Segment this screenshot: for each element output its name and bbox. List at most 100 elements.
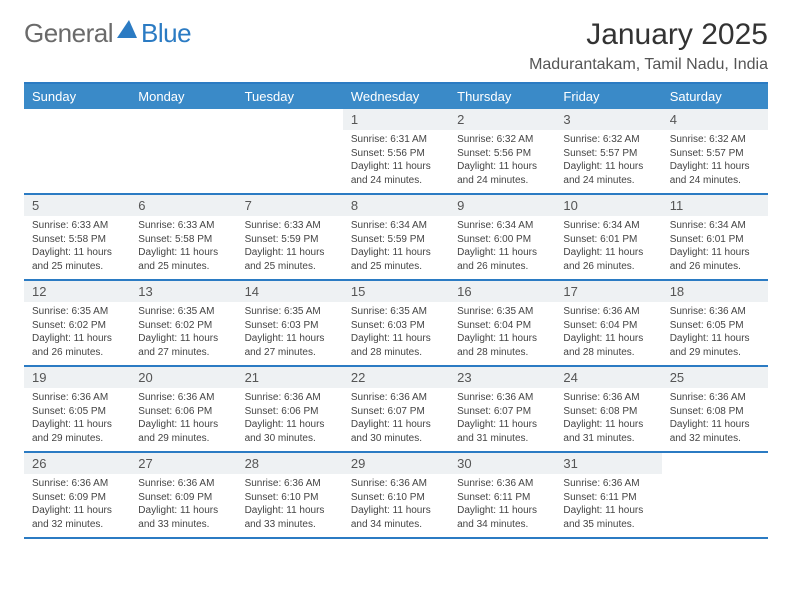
- day-cell: 3Sunrise: 6:32 AMSunset: 5:57 PMDaylight…: [555, 109, 661, 193]
- dayname: Tuesday: [237, 84, 343, 109]
- daylight-text: Daylight: 11 hours and 28 minutes.: [563, 332, 653, 359]
- day-text: Sunrise: 6:34 AMSunset: 6:01 PMDaylight:…: [662, 216, 768, 278]
- day-number: 6: [130, 195, 236, 216]
- sunrise-text: Sunrise: 6:35 AM: [32, 305, 122, 319]
- sunrise-text: Sunrise: 6:36 AM: [138, 477, 228, 491]
- week-row: 19Sunrise: 6:36 AMSunset: 6:05 PMDayligh…: [24, 367, 768, 453]
- day-text: Sunrise: 6:35 AMSunset: 6:02 PMDaylight:…: [130, 302, 236, 364]
- day-cell: 2 Sunrise: 6:32 AMSunset: 5:56 PMDaylight…: [449, 109, 555, 193]
- weeks-container: 1Sunrise: 6:31 AMSunset: 5:56 PMDaylight…: [24, 109, 768, 539]
- daylight-text: Daylight: 11 hours and 28 minutes.: [351, 332, 441, 359]
- sunset-text: Sunset: 6:05 PM: [32, 405, 122, 419]
- daylight-text: Daylight: 11 hours and 27 minutes.: [245, 332, 335, 359]
- daylight-text: Daylight: 11 hours and 31 minutes.: [457, 418, 547, 445]
- header: General Blue January 2025 Madurantakam, …: [24, 18, 768, 74]
- day-number: 26: [24, 453, 130, 474]
- day-number: 29: [343, 453, 449, 474]
- sunrise-text: Sunrise: 6:32 AM: [457, 133, 547, 147]
- sunset-text: Sunset: 5:57 PM: [670, 147, 760, 161]
- sunrise-text: Sunrise: 6:36 AM: [245, 391, 335, 405]
- day-text: Sunrise: 6:36 AMSunset: 6:05 PMDaylight:…: [24, 388, 130, 450]
- daylight-text: Daylight: 11 hours and 34 minutes.: [457, 504, 547, 531]
- day-cell: 21Sunrise: 6:36 AMSunset: 6:06 PMDayligh…: [237, 367, 343, 451]
- sunset-text: Sunset: 6:11 PM: [457, 491, 547, 505]
- day-cell: 29Sunrise: 6:36 AMSunset: 6:10 PMDayligh…: [343, 453, 449, 537]
- sunset-text: Sunset: 5:56 PM: [351, 147, 441, 161]
- day-number: 5: [24, 195, 130, 216]
- daylight-text: Daylight: 11 hours and 25 minutes.: [138, 246, 228, 273]
- day-text: Sunrise: 6:33 AMSunset: 5:58 PMDaylight:…: [130, 216, 236, 278]
- sunset-text: Sunset: 5:59 PM: [351, 233, 441, 247]
- sunrise-text: Sunrise: 6:36 AM: [563, 391, 653, 405]
- day-number: 12: [24, 281, 130, 302]
- day-number: 1: [343, 109, 449, 130]
- day-number: 15: [343, 281, 449, 302]
- sunrise-text: Sunrise: 6:36 AM: [563, 305, 653, 319]
- day-cell: 17Sunrise: 6:36 AMSunset: 6:04 PMDayligh…: [555, 281, 661, 365]
- sunrise-text: Sunrise: 6:35 AM: [457, 305, 547, 319]
- sunrise-text: Sunrise: 6:34 AM: [351, 219, 441, 233]
- day-cell: 27Sunrise: 6:36 AMSunset: 6:09 PMDayligh…: [130, 453, 236, 537]
- daylight-text: Daylight: 11 hours and 30 minutes.: [351, 418, 441, 445]
- day-cell: [662, 453, 768, 537]
- daylight-text: Daylight: 11 hours and 24 minutes.: [457, 160, 547, 187]
- sunset-text: Sunset: 6:03 PM: [245, 319, 335, 333]
- sunrise-text: Sunrise: 6:34 AM: [563, 219, 653, 233]
- day-cell: 26Sunrise: 6:36 AMSunset: 6:09 PMDayligh…: [24, 453, 130, 537]
- day-text: Sunrise: 6:36 AMSunset: 6:08 PMDaylight:…: [662, 388, 768, 450]
- day-cell: 4Sunrise: 6:32 AMSunset: 5:57 PMDaylight…: [662, 109, 768, 193]
- sunrise-text: Sunrise: 6:36 AM: [245, 477, 335, 491]
- sunset-text: Sunset: 5:56 PM: [457, 147, 547, 161]
- sunrise-text: Sunrise: 6:32 AM: [563, 133, 653, 147]
- sail-icon: [115, 18, 141, 45]
- day-number: 21: [237, 367, 343, 388]
- day-cell: 5Sunrise: 6:33 AMSunset: 5:58 PMDaylight…: [24, 195, 130, 279]
- sunset-text: Sunset: 6:10 PM: [245, 491, 335, 505]
- day-text: Sunrise: 6:36 AMSunset: 6:09 PMDaylight:…: [24, 474, 130, 536]
- sunrise-text: Sunrise: 6:36 AM: [563, 477, 653, 491]
- day-number: 2: [449, 109, 555, 130]
- daynames-row: SundayMondayTuesdayWednesdayThursdayFrid…: [24, 84, 768, 109]
- day-number: 11: [662, 195, 768, 216]
- sunrise-text: Sunrise: 6:36 AM: [457, 391, 547, 405]
- day-number: 19: [24, 367, 130, 388]
- day-number: 16: [449, 281, 555, 302]
- day-text: Sunrise: 6:31 AMSunset: 5:56 PMDaylight:…: [343, 130, 449, 192]
- day-text: Sunrise: 6:35 AMSunset: 6:03 PMDaylight:…: [237, 302, 343, 364]
- dayname: Sunday: [24, 84, 130, 109]
- day-number: 9: [449, 195, 555, 216]
- logo-text-blue: Blue: [141, 18, 191, 49]
- sunrise-text: Sunrise: 6:35 AM: [138, 305, 228, 319]
- day-cell: 9Sunrise: 6:34 AMSunset: 6:00 PMDaylight…: [449, 195, 555, 279]
- day-text: Sunrise: 6:36 AMSunset: 6:07 PMDaylight:…: [343, 388, 449, 450]
- sunrise-text: Sunrise: 6:34 AM: [670, 219, 760, 233]
- day-cell: 19Sunrise: 6:36 AMSunset: 6:05 PMDayligh…: [24, 367, 130, 451]
- day-cell: 13Sunrise: 6:35 AMSunset: 6:02 PMDayligh…: [130, 281, 236, 365]
- day-text: Sunrise: 6:36 AMSunset: 6:10 PMDaylight:…: [237, 474, 343, 536]
- day-cell: 11Sunrise: 6:34 AMSunset: 6:01 PMDayligh…: [662, 195, 768, 279]
- day-cell: 31Sunrise: 6:36 AMSunset: 6:11 PMDayligh…: [555, 453, 661, 537]
- logo: General Blue: [24, 18, 191, 49]
- day-cell: 25Sunrise: 6:36 AMSunset: 6:08 PMDayligh…: [662, 367, 768, 451]
- day-cell: 20Sunrise: 6:36 AMSunset: 6:06 PMDayligh…: [130, 367, 236, 451]
- daylight-text: Daylight: 11 hours and 35 minutes.: [563, 504, 653, 531]
- sunset-text: Sunset: 6:01 PM: [670, 233, 760, 247]
- sunset-text: Sunset: 6:05 PM: [670, 319, 760, 333]
- sunset-text: Sunset: 6:07 PM: [351, 405, 441, 419]
- day-text: Sunrise: 6:36 AMSunset: 6:06 PMDaylight:…: [237, 388, 343, 450]
- daylight-text: Daylight: 11 hours and 29 minutes.: [138, 418, 228, 445]
- sunrise-text: Sunrise: 6:36 AM: [32, 391, 122, 405]
- sunrise-text: Sunrise: 6:36 AM: [32, 477, 122, 491]
- day-text: Sunrise: 6:36 AMSunset: 6:09 PMDaylight:…: [130, 474, 236, 536]
- sunset-text: Sunset: 6:04 PM: [457, 319, 547, 333]
- day-cell: 23Sunrise: 6:36 AMSunset: 6:07 PMDayligh…: [449, 367, 555, 451]
- daylight-text: Daylight: 11 hours and 25 minutes.: [351, 246, 441, 273]
- day-number: 8: [343, 195, 449, 216]
- day-number: 13: [130, 281, 236, 302]
- sunrise-text: Sunrise: 6:31 AM: [351, 133, 441, 147]
- daylight-text: Daylight: 11 hours and 26 minutes.: [563, 246, 653, 273]
- day-cell: 22Sunrise: 6:36 AMSunset: 6:07 PMDayligh…: [343, 367, 449, 451]
- day-text: Sunrise: 6:35 AMSunset: 6:03 PMDaylight:…: [343, 302, 449, 364]
- day-text: Sunrise: 6:36 AMSunset: 6:08 PMDaylight:…: [555, 388, 661, 450]
- daylight-text: Daylight: 11 hours and 24 minutes.: [351, 160, 441, 187]
